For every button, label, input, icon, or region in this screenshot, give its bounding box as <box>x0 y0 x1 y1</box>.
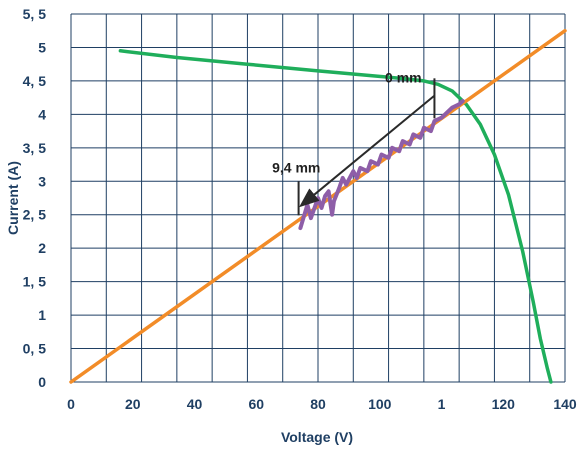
dimension-arrow <box>299 94 436 208</box>
y-tick-label: 5 <box>38 39 46 55</box>
y-tick-label: 3, 5 <box>23 140 47 156</box>
y-tick-label: 1 <box>38 307 46 323</box>
x-tick-label: 1 <box>438 396 446 412</box>
x-tick-label: 140 <box>553 396 577 412</box>
y-tick-label: 2, 5 <box>23 207 47 223</box>
y-tick-label: 1, 5 <box>23 274 47 290</box>
x-tick-label: 100 <box>368 396 392 412</box>
annotation-label: 0 mm <box>385 70 422 86</box>
x-tick-label: 120 <box>492 396 516 412</box>
y-tick-label: 4 <box>38 106 46 122</box>
annotations: 0 mm 9,4 mm <box>272 70 436 216</box>
annotation-label: 9,4 mm <box>272 159 320 175</box>
x-tick-label: 20 <box>125 396 141 412</box>
x-tick-label: 40 <box>187 396 203 412</box>
x-axis-label: Voltage (V) <box>281 429 353 445</box>
gridlines <box>70 13 566 383</box>
y-tick-label: 0 <box>38 374 46 390</box>
y-tick-label: 3 <box>38 173 46 189</box>
x-tick-label: 60 <box>248 396 264 412</box>
x-tick-label: 0 <box>67 396 75 412</box>
y-axis-label: Current (A) <box>5 161 21 235</box>
series-line <box>298 99 465 231</box>
y-tick-label: 5, 5 <box>23 6 47 22</box>
y-tick-labels: 0 0, 5 1 1, 5 2 2, 5 3 3, 5 4 4, 5 5 5, 5 <box>23 6 47 390</box>
y-tick-label: 4, 5 <box>23 73 47 89</box>
series-line <box>118 49 553 384</box>
y-tick-label: 0, 5 <box>23 341 47 357</box>
x-tick-label: 80 <box>310 396 326 412</box>
x-tick-labels: 0 20 40 60 80 100 1 120 140 <box>67 396 577 412</box>
y-tick-label: 2 <box>38 240 46 256</box>
